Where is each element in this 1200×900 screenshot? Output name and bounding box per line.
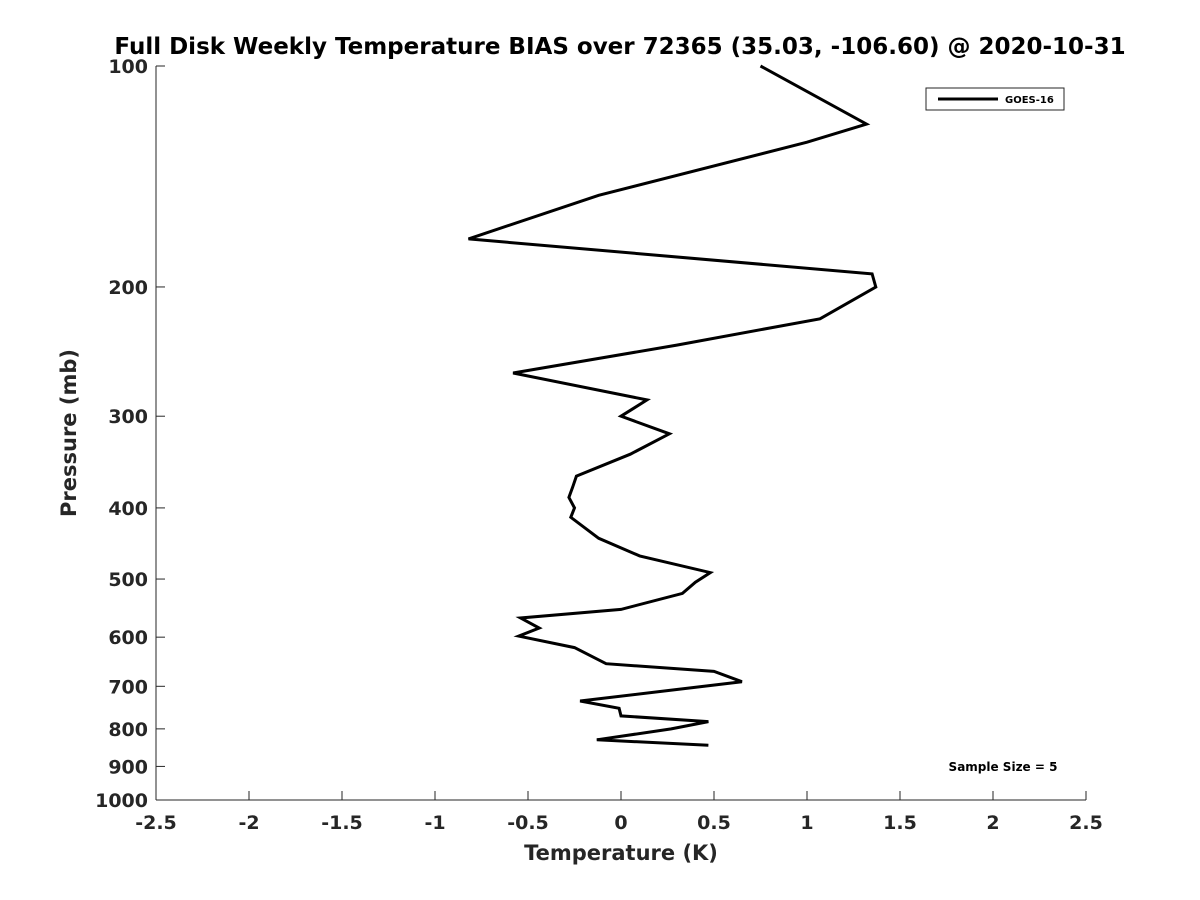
- x-tick-label: -1.5: [321, 812, 363, 834]
- chart-title: Full Disk Weekly Temperature BIAS over 7…: [114, 34, 1125, 60]
- y-tick-label: 300: [108, 406, 148, 428]
- y-tick-label: 500: [108, 569, 148, 591]
- legend-entry-goes-16: GOES-16: [1005, 95, 1054, 106]
- x-tick-label: 1: [800, 812, 813, 834]
- y-tick-label: 100: [108, 56, 148, 78]
- series-layer: [468, 64, 878, 747]
- x-tick-label: -2.5: [135, 812, 177, 834]
- axes: [155, 66, 1086, 801]
- x-tick-label: 0.5: [697, 812, 731, 834]
- y-tick-label: 1000: [95, 790, 148, 812]
- y-tick-label: 200: [108, 277, 148, 299]
- y-tick-label: 800: [108, 719, 148, 741]
- y-tick-label: 900: [108, 756, 148, 778]
- x-tick-label: 1.5: [883, 812, 917, 834]
- x-tick-label: -0.5: [507, 812, 549, 834]
- y-axis-label: Pressure (mb): [57, 349, 81, 517]
- y-tick-label: 700: [108, 676, 148, 698]
- legend: GOES-16: [925, 87, 1065, 111]
- x-tick-label: 2: [986, 812, 999, 834]
- x-tick-label: -2: [238, 812, 259, 834]
- x-tick-label: 2.5: [1069, 812, 1103, 834]
- x-tick-label: 0: [614, 812, 627, 834]
- x-axis-label: Temperature (K): [524, 841, 718, 865]
- series-line-goes-16: [468, 64, 878, 747]
- sample-size-annotation: Sample Size = 5: [949, 760, 1058, 774]
- y-tick-label: 600: [108, 627, 148, 649]
- x-tick-label: -1: [424, 812, 445, 834]
- y-ticks: 100 200 300 400 500 600 700 800 900 1000: [95, 56, 165, 812]
- y-tick-label: 400: [108, 498, 148, 520]
- x-ticks: -2.5 -2 -1.5 -1 -0.5 0 0.5 1 1.5 2 2.5: [135, 791, 1103, 834]
